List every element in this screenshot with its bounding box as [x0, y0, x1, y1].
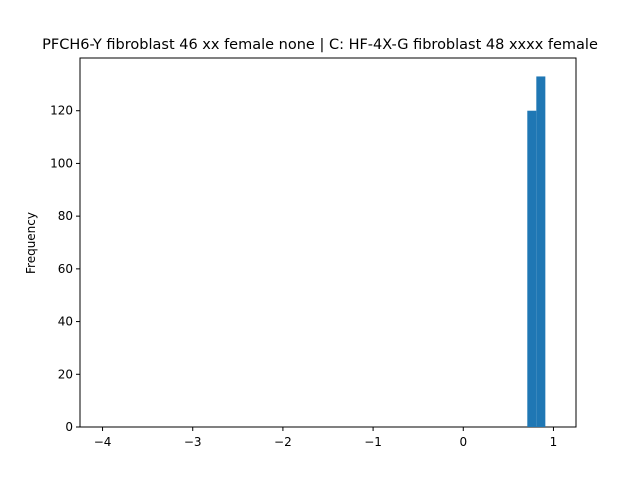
x-tick-label: −1 — [364, 435, 382, 449]
histogram-bar-0 — [527, 110, 537, 427]
y-tick-label: 80 — [58, 209, 73, 223]
x-tick-label: 1 — [550, 435, 558, 449]
x-tick-label: −3 — [184, 435, 202, 449]
chart-title: PFCH6-Y fibroblast 46 xx female none | C… — [42, 37, 598, 53]
bars-group — [527, 76, 546, 427]
plot-frame — [79, 57, 577, 428]
y-axis: 0 20 40 60 80 100 120 — [50, 104, 80, 434]
y-tick-label: 60 — [58, 262, 73, 276]
x-tick-label: −4 — [94, 435, 112, 449]
y-tick-label: 40 — [58, 315, 73, 329]
y-tick-label: 120 — [50, 104, 73, 118]
y-tick-label: 0 — [65, 420, 73, 434]
x-tick-label: −2 — [274, 435, 292, 449]
y-axis-label: Frequency — [24, 212, 38, 274]
y-tick-label: 20 — [58, 367, 73, 381]
plot-area — [79, 57, 577, 428]
x-tick-label: 0 — [459, 435, 467, 449]
y-tick-label: 100 — [50, 156, 73, 170]
histogram-bar-1 — [536, 76, 546, 427]
x-axis: −4 −3 −2 −1 0 1 — [94, 427, 558, 449]
